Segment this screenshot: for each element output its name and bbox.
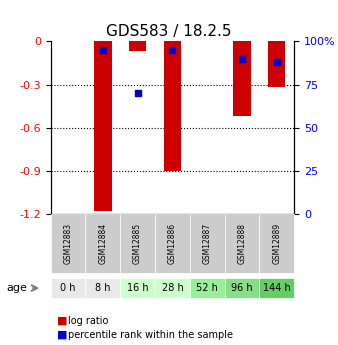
Text: GSM12887: GSM12887 [203, 223, 212, 264]
Text: percentile rank within the sample: percentile rank within the sample [68, 330, 233, 339]
Text: GSM12888: GSM12888 [237, 223, 246, 264]
Text: 8 h: 8 h [95, 283, 111, 293]
Text: 96 h: 96 h [231, 283, 253, 293]
Bar [268, 41, 285, 87]
Text: GSM12885: GSM12885 [133, 223, 142, 264]
Text: GSM12889: GSM12889 [272, 223, 281, 264]
Bar [233, 41, 250, 116]
Text: GSM12884: GSM12884 [98, 223, 107, 264]
Text: 144 h: 144 h [263, 283, 291, 293]
Text: GDS583 / 18.2.5: GDS583 / 18.2.5 [106, 24, 232, 39]
Text: GSM12886: GSM12886 [168, 223, 177, 264]
Text: 52 h: 52 h [196, 283, 218, 293]
Text: ■: ■ [57, 316, 68, 326]
Bar [94, 41, 112, 211]
Text: GSM12883: GSM12883 [64, 223, 73, 264]
Text: 0 h: 0 h [60, 283, 76, 293]
Text: 28 h: 28 h [162, 283, 183, 293]
Bar [164, 41, 181, 171]
Text: log ratio: log ratio [68, 316, 108, 326]
Bar [129, 41, 146, 51]
Text: ■: ■ [57, 330, 68, 339]
Text: age: age [7, 283, 28, 293]
Text: 16 h: 16 h [127, 283, 148, 293]
